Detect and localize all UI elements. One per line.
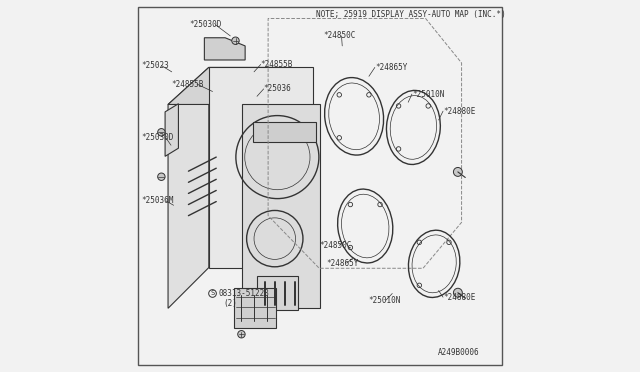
Circle shape (237, 331, 245, 338)
Text: *24855B: *24855B (260, 60, 293, 69)
Polygon shape (165, 104, 179, 156)
Text: *24855B: *24855B (172, 80, 204, 89)
Circle shape (157, 173, 165, 180)
Circle shape (157, 129, 165, 136)
Text: *25030D: *25030D (189, 20, 222, 29)
Circle shape (453, 288, 462, 297)
Text: *25023: *25023 (141, 61, 169, 70)
Polygon shape (234, 288, 276, 328)
Circle shape (232, 37, 239, 44)
Polygon shape (253, 122, 316, 142)
Text: (2): (2) (223, 299, 237, 308)
Text: *24865Y: *24865Y (375, 63, 407, 72)
Text: *25010N: *25010N (412, 90, 444, 99)
Text: *24850C: *24850C (319, 241, 351, 250)
Text: *24880E: *24880E (443, 107, 476, 116)
Polygon shape (168, 67, 283, 105)
Polygon shape (257, 276, 298, 310)
Text: NOTE; 25919 DISPLAY ASSY-AUTO MAP (INC.*): NOTE; 25919 DISPLAY ASSY-AUTO MAP (INC.*… (316, 10, 505, 19)
Text: *25010N: *25010N (368, 296, 401, 305)
Text: A249B0006: A249B0006 (438, 347, 479, 356)
Text: *25030D: *25030D (141, 133, 173, 142)
Polygon shape (168, 67, 209, 308)
Text: S: S (211, 291, 214, 296)
Text: 08313-51223: 08313-51223 (218, 289, 269, 298)
Text: *24850C: *24850C (324, 31, 356, 41)
Text: *24880E: *24880E (443, 293, 476, 302)
Circle shape (453, 167, 462, 176)
Text: *25036: *25036 (264, 84, 291, 93)
Text: *25036M: *25036M (141, 196, 173, 205)
Polygon shape (242, 105, 320, 308)
Polygon shape (204, 38, 245, 60)
Polygon shape (209, 67, 312, 267)
Text: *24865Y: *24865Y (326, 259, 359, 267)
